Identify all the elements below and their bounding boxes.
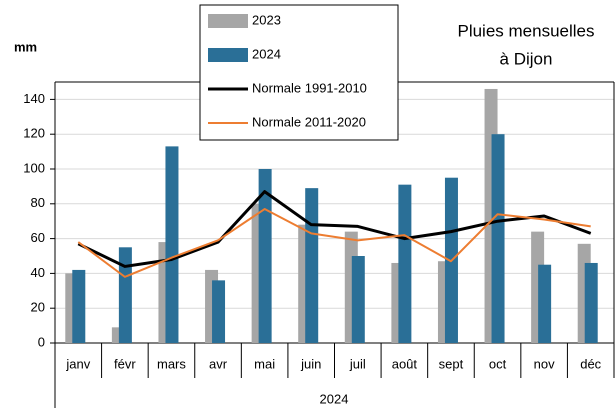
x-tick-label: févr xyxy=(114,356,136,371)
bar xyxy=(212,280,226,343)
x-tick-label: sept xyxy=(439,356,464,371)
x-tick-label: mars xyxy=(157,356,186,371)
x-tick-label: déc xyxy=(580,356,601,371)
y-axis-label: mm xyxy=(14,39,37,54)
x-axis-label: 2024 xyxy=(320,391,349,406)
bar xyxy=(258,169,272,343)
bar xyxy=(305,188,319,343)
x-tick-label: août xyxy=(392,356,418,371)
y-tick-label: 80 xyxy=(31,195,45,210)
x-tick-label: oct xyxy=(489,356,507,371)
y-tick-label: 0 xyxy=(38,334,45,349)
bar xyxy=(538,264,552,343)
x-tick-label: janv xyxy=(65,356,90,371)
x-tick-label: nov xyxy=(534,356,555,371)
bar xyxy=(165,146,179,343)
legend-label: 2023 xyxy=(252,12,281,27)
x-tick-label: juin xyxy=(300,356,321,371)
bar xyxy=(351,256,365,343)
bar xyxy=(491,134,505,343)
bar xyxy=(118,247,132,343)
bar xyxy=(398,184,412,343)
line-series xyxy=(77,190,592,268)
y-tick-label: 120 xyxy=(23,126,45,141)
y-tick-label: 60 xyxy=(31,230,45,245)
x-tick-label: mai xyxy=(254,356,275,371)
y-tick-label: 100 xyxy=(23,160,45,175)
line-series xyxy=(77,208,591,278)
bar xyxy=(72,269,86,343)
x-tick-label: juil xyxy=(349,356,366,371)
chart-title: Pluies mensuelles xyxy=(457,21,594,40)
legend-label: Normale 1991-2010 xyxy=(252,80,367,95)
y-tick-label: 20 xyxy=(31,300,45,315)
chart-title: à Dijon xyxy=(500,49,553,68)
legend-label: 2024 xyxy=(252,46,281,61)
legend-swatch xyxy=(208,48,248,62)
y-tick-label: 40 xyxy=(31,265,45,280)
legend-swatch xyxy=(208,14,248,28)
x-tick-label: avr xyxy=(209,356,228,371)
bar xyxy=(584,262,598,343)
legend-label: Normale 2011-2020 xyxy=(252,114,366,129)
y-tick-label: 140 xyxy=(23,91,45,106)
